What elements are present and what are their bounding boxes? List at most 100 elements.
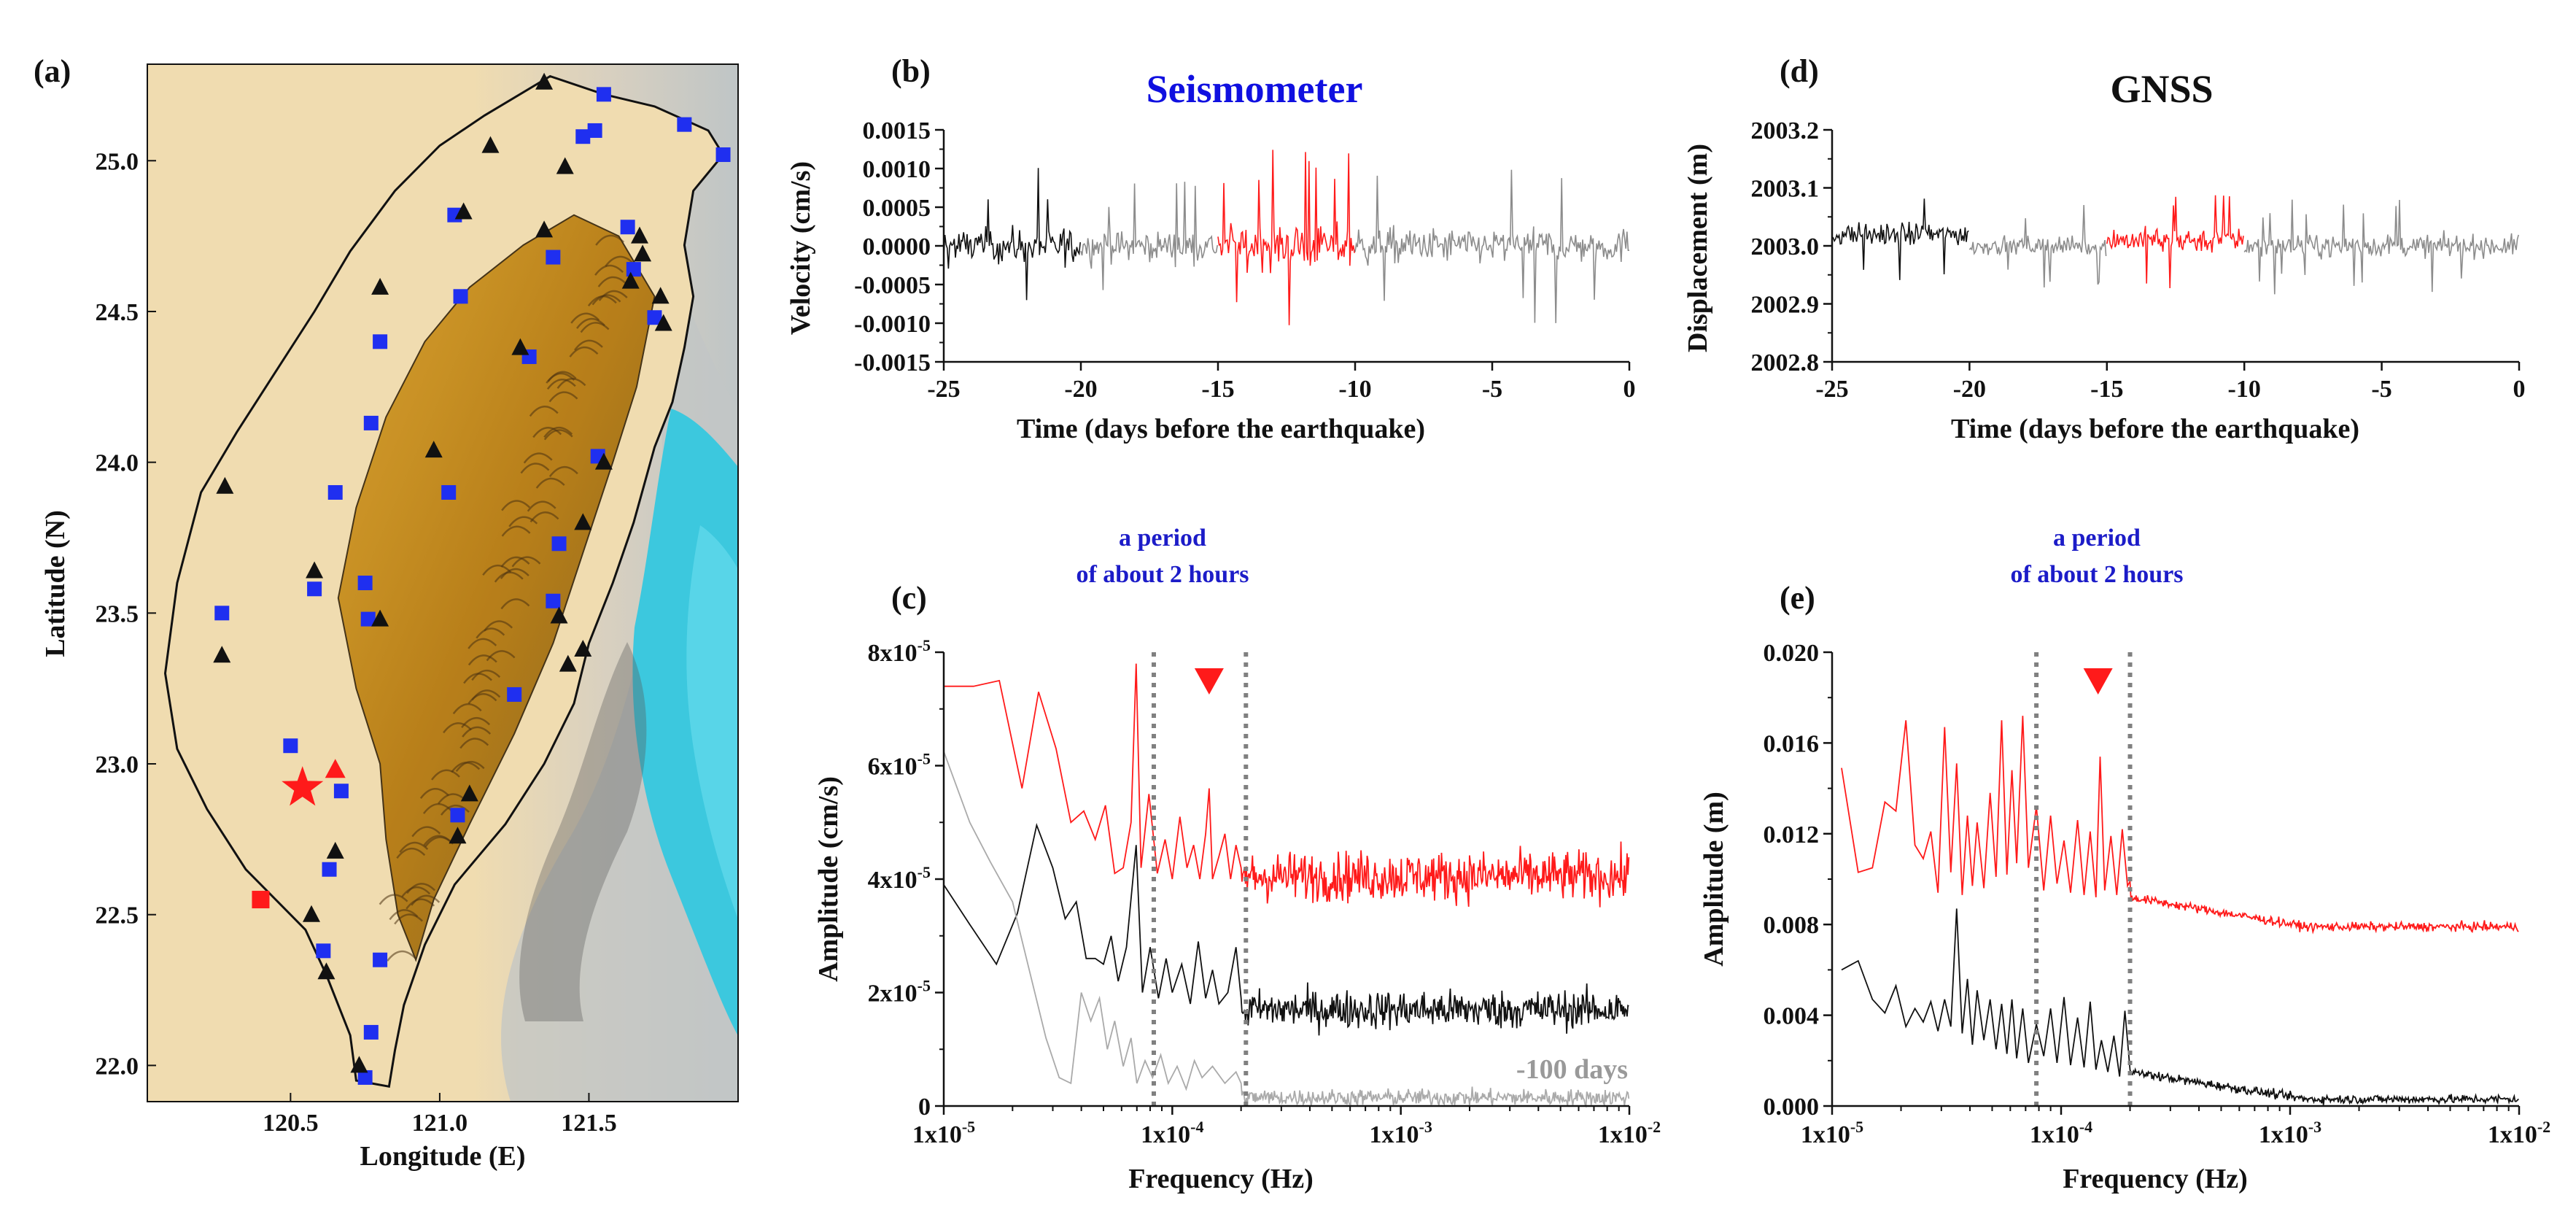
y-tick-label: 0.004	[1764, 1003, 1820, 1030]
gnss-station-marker	[333, 784, 349, 799]
relief-ridge	[597, 276, 627, 287]
relief-ridge	[500, 556, 530, 568]
relief-ridge	[431, 769, 460, 781]
period-annotation-e-line2: of about 2 hours	[2010, 561, 2183, 588]
panel-d-label: (d)	[1780, 53, 1819, 89]
map-y-axis-label: Latitude (N)	[40, 510, 71, 657]
seismic-station-marker	[654, 314, 672, 331]
x-tick-label: 1x10-5	[1801, 1118, 1863, 1148]
seismic-station-marker	[371, 609, 389, 627]
gnss-station-marker	[357, 1070, 373, 1085]
seismic-station-marker	[594, 452, 613, 470]
map-x-axis-label: Longitude (E)	[360, 1141, 526, 1172]
x-tick-label: 0	[1623, 376, 1636, 403]
seismic-station-marker	[216, 476, 234, 494]
relief-ridge	[411, 894, 441, 906]
seismic-station-marker	[454, 202, 473, 220]
x-tick-label: 1x10-5	[912, 1118, 975, 1148]
velocity-x-axis-label: Time (days before the earthquake)	[1017, 414, 1425, 444]
y-tick-label: 0.0000	[863, 233, 931, 260]
gnss-station-marker	[507, 687, 522, 702]
central-mountain-range	[337, 214, 656, 962]
gnss-station-marker	[322, 862, 337, 877]
relief-ridge	[389, 909, 419, 921]
y-tick-label: -0.0005	[854, 272, 931, 299]
gnss-station-marker	[620, 220, 635, 235]
relief-ridge	[461, 717, 491, 729]
gnss-station-marker	[316, 943, 331, 959]
relief-ridge	[451, 762, 481, 773]
panel-a-label: (a)	[34, 53, 71, 89]
displacement-plot: -25 -20 -15 -10 -5 0 2003.2 2003.1 2003.0 2002.9 2…	[1751, 117, 2526, 403]
panel-d: (d) GNSS -25 -20 -15 -10 -5 0 2003.2 2003.1 2003…	[1683, 53, 2526, 444]
seismic-station-marker	[317, 962, 335, 980]
map-y-tick-label: 25.0	[96, 148, 139, 175]
trace--15-to--10-days	[2106, 195, 2244, 289]
map-x-tick-label: 121.0	[412, 1110, 468, 1137]
relief-ridge	[591, 294, 621, 306]
relief-ridge	[595, 234, 625, 246]
seismic-station-marker	[424, 441, 443, 458]
x-tick-label: 1x10-3	[2259, 1118, 2321, 1148]
seismic-station-marker	[574, 513, 592, 530]
seismic-station-marker	[651, 287, 670, 304]
seismic-station-marker	[460, 784, 478, 802]
period-annotation-c-line1: a period	[1119, 525, 1206, 552]
y-tick-label: 6x10-5	[868, 750, 931, 781]
spectrum--100-days	[943, 751, 1630, 1109]
epicenter-star	[282, 766, 324, 806]
relief-ridge	[459, 738, 489, 749]
relief-ridge	[455, 761, 485, 773]
seismometer-spectrum-plot: 1x10-5 1x10-4 1x10-3 1x10-2 8x10-5 6x10-5 4x10…	[868, 636, 1661, 1148]
trench-shadow	[519, 642, 647, 1021]
relief-ridge	[546, 372, 575, 384]
y-tick-label: 4x10-5	[868, 863, 931, 894]
panel-b: (b) Seismometer -25 -20 -15 -10 -5 0 0.0015 0.0…	[785, 53, 1636, 444]
seismic-station-marker	[550, 606, 568, 624]
gnss-station-marker	[283, 738, 298, 754]
x-tick-label: -25	[1815, 376, 1848, 403]
seismic-station-marker	[511, 338, 529, 355]
relief-ridge	[471, 669, 501, 681]
relief-ridge	[523, 452, 553, 464]
gnss-station-marker	[307, 581, 322, 597]
relief-ridge	[476, 627, 505, 639]
relief-ridge	[468, 654, 497, 666]
relief-ridge	[605, 255, 635, 267]
target-gnss-station-marker	[252, 891, 270, 909]
relief-ridge	[452, 703, 482, 715]
map-y-tick-label: 24.5	[96, 299, 139, 326]
relief-ridge	[569, 346, 599, 357]
gnss-station-marker	[363, 1024, 379, 1040]
y-tick-label: 0.020	[1764, 640, 1820, 667]
gray-series-label: -100 days	[1516, 1054, 1628, 1085]
gnss-station-marker	[357, 576, 373, 590]
relief-ridge	[570, 312, 600, 324]
trace--10-to-0-days	[2243, 199, 2519, 295]
spectrum-c-x-axis-label: Frequency (Hz)	[1128, 1164, 1314, 1194]
trace--15-to--10-days	[1217, 150, 1355, 325]
panel-e-label: (e)	[1780, 580, 1815, 616]
gnss-title: GNSS	[2110, 67, 2213, 111]
period-annotation-e-line1: a period	[2053, 525, 2141, 552]
relief-ridge	[411, 826, 441, 838]
relief-ridge	[471, 689, 501, 701]
trace--20-to--15-days	[1968, 204, 2107, 288]
map-frame	[147, 63, 739, 1102]
spectrum-red	[944, 663, 1630, 908]
gnss-station-marker	[647, 310, 662, 325]
y-tick-label: -0.0015	[854, 349, 931, 376]
x-tick-label: -20	[1064, 376, 1097, 403]
map-y-tick-label: 23.0	[96, 751, 139, 778]
x-tick-label: 1x10-4	[2030, 1118, 2092, 1148]
spectrum-e-y-axis-label: Amplitude (m)	[1699, 792, 1729, 967]
trace--25-to--20-days	[1831, 198, 1969, 280]
seismic-station-marker	[306, 561, 324, 579]
relief-ridge	[532, 427, 562, 438]
displacement-x-axis-label: Time (days before the earthquake)	[1951, 414, 2359, 444]
gnss-station-marker	[441, 484, 457, 500]
y-tick-label: 2002.9	[1751, 292, 1820, 319]
gnss-station-marker	[596, 87, 611, 102]
panel-b-label: (b)	[891, 53, 931, 89]
